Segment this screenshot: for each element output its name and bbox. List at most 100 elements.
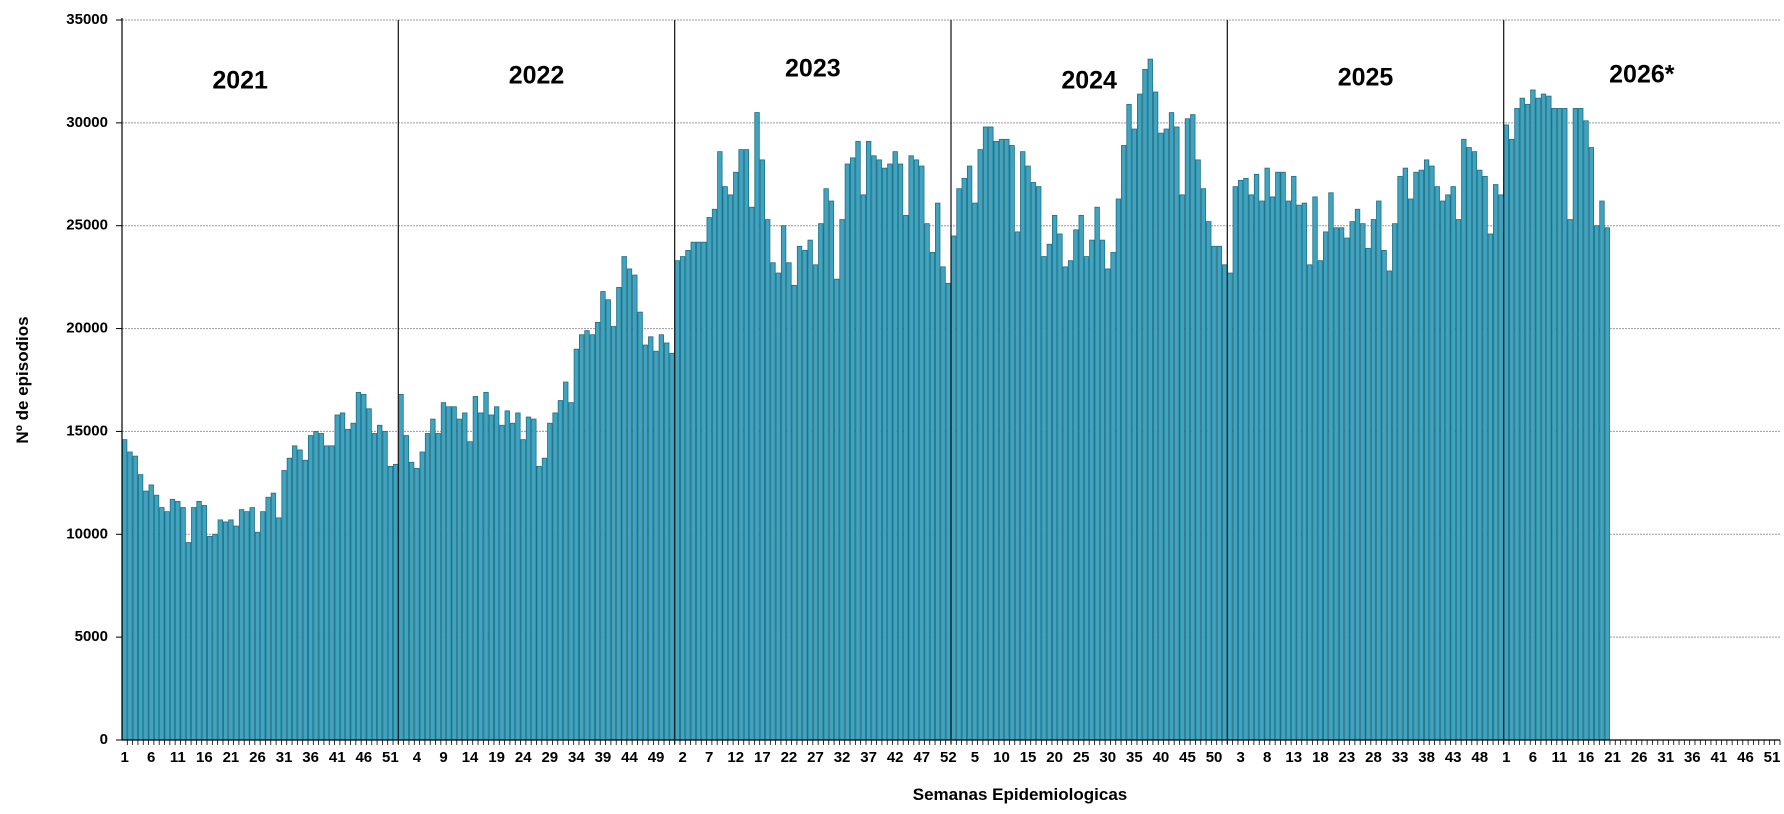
bar	[1604, 227, 1610, 741]
bar	[1317, 260, 1323, 741]
bar	[137, 474, 144, 741]
bar	[175, 500, 181, 741]
x-tick-label: 29	[541, 749, 558, 766]
bar	[1089, 239, 1095, 741]
bar	[977, 149, 983, 741]
bar	[1184, 118, 1191, 741]
bar	[892, 151, 898, 741]
bar	[685, 249, 691, 741]
bar	[679, 256, 686, 741]
bar	[345, 428, 351, 741]
y-tick-label: 5000	[75, 628, 108, 645]
x-tick-label: 47	[913, 749, 930, 766]
bar	[472, 396, 479, 741]
x-tick-label: 14	[462, 749, 479, 766]
bar	[350, 422, 356, 741]
bar	[664, 342, 670, 741]
bar	[1259, 200, 1265, 741]
bar	[1105, 268, 1111, 741]
bar	[1493, 184, 1499, 741]
bar	[451, 406, 457, 741]
bar	[1046, 243, 1052, 741]
bar	[1168, 112, 1175, 741]
bar	[935, 202, 941, 741]
bar	[366, 408, 372, 741]
bar	[796, 245, 803, 741]
bar	[1062, 266, 1068, 741]
bar	[632, 274, 638, 741]
bar	[759, 159, 766, 741]
x-tick-label: 13	[1285, 749, 1302, 766]
bar	[1344, 237, 1350, 741]
bar	[398, 393, 404, 741]
x-tick-label: 48	[1471, 749, 1488, 766]
bar	[169, 498, 176, 741]
bar	[1519, 97, 1525, 741]
bar	[424, 433, 431, 741]
y-tick-label: 35000	[66, 11, 108, 28]
bar	[148, 484, 154, 741]
x-tick-label: 17	[754, 749, 771, 766]
bar	[733, 171, 739, 741]
bar	[127, 451, 133, 741]
bar	[1572, 108, 1579, 741]
bar	[509, 422, 516, 741]
bar	[1222, 264, 1228, 741]
bar	[1381, 249, 1387, 741]
bar	[807, 239, 813, 741]
bar	[1248, 194, 1254, 741]
x-tick-label: 10	[993, 749, 1010, 766]
x-tick-label: 46	[355, 749, 372, 766]
y-axis-title: Nº de episodios	[13, 316, 32, 443]
x-tick-label: 50	[1206, 749, 1223, 766]
bar	[446, 406, 452, 741]
y-tick-label: 0	[100, 731, 108, 748]
bar	[1206, 221, 1212, 741]
bar	[1423, 159, 1430, 741]
x-tick-label: 46	[1737, 749, 1754, 766]
bar	[1009, 145, 1015, 741]
bar	[552, 412, 558, 741]
bar	[531, 418, 537, 741]
bar	[717, 151, 723, 741]
bar	[1392, 223, 1398, 741]
bar	[1349, 221, 1355, 741]
bar	[1243, 177, 1249, 741]
x-tick-label: 26	[1631, 749, 1648, 766]
bar	[1211, 245, 1217, 741]
bar	[966, 165, 973, 741]
bar	[244, 511, 250, 741]
bar	[233, 525, 239, 741]
bar	[286, 457, 293, 741]
bar	[1232, 186, 1238, 741]
x-tick-label: 36	[1684, 749, 1701, 766]
x-tick-label: 19	[488, 749, 505, 766]
x-tick-label: 24	[515, 749, 532, 766]
bar	[919, 165, 925, 741]
bar	[1562, 108, 1568, 741]
bar	[945, 282, 951, 741]
bar	[823, 188, 829, 741]
bar	[844, 163, 851, 741]
year-label: 2024	[1061, 67, 1117, 95]
y-tick-label: 30000	[66, 114, 108, 131]
y-tick-label: 20000	[66, 320, 108, 337]
bar	[419, 451, 425, 741]
bar	[775, 272, 781, 741]
bar	[180, 507, 186, 741]
bar	[228, 519, 234, 741]
bar	[1312, 196, 1318, 741]
bar	[1227, 272, 1233, 741]
bar	[961, 177, 967, 741]
bar	[355, 391, 362, 741]
bar	[1275, 171, 1281, 741]
bar	[754, 112, 760, 741]
bar	[653, 350, 659, 741]
x-tick-label: 9	[439, 749, 447, 766]
bar	[1445, 194, 1451, 741]
bar	[292, 445, 298, 741]
x-tick-label: 18	[1312, 749, 1329, 766]
bar	[818, 223, 824, 741]
bar	[281, 470, 287, 741]
bar	[185, 542, 192, 741]
